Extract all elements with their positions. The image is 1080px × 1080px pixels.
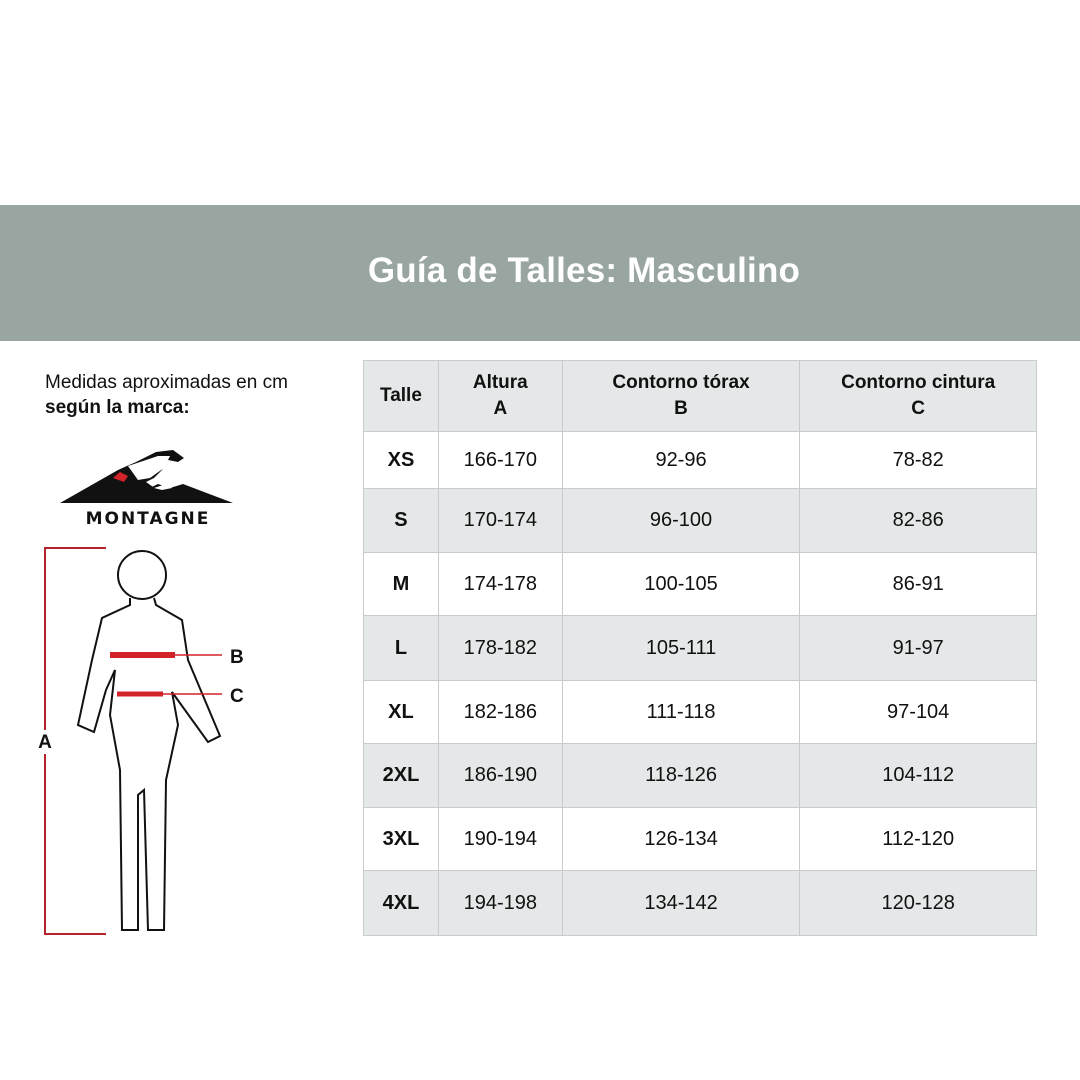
- table-row: XS 166-170 92-96 78-82: [363, 431, 1037, 489]
- cell-waist: 86-91: [799, 552, 1037, 616]
- cell-height: 194-198: [437, 870, 563, 936]
- cell-chest: 92-96: [561, 431, 801, 489]
- table-row: S 170-174 96-100 82-86: [363, 488, 1037, 553]
- cell-chest: 105-111: [561, 615, 801, 681]
- header-torax: Contorno tórax B: [561, 360, 801, 432]
- header-altura: Altura A: [437, 360, 563, 432]
- cell-size: S: [363, 488, 439, 553]
- cell-chest: 118-126: [561, 743, 801, 808]
- cell-waist: 82-86: [799, 488, 1037, 553]
- cell-size: 2XL: [363, 743, 439, 808]
- cell-chest: 134-142: [561, 870, 801, 936]
- cell-height: 178-182: [437, 615, 563, 681]
- intro-line-1: Medidas aproximadas en cm: [45, 372, 288, 393]
- table-row: L 178-182 105-111 91-97: [363, 615, 1037, 681]
- cell-height: 166-170: [437, 431, 563, 489]
- cell-size: 3XL: [363, 807, 439, 871]
- intro-line-2: según la marca:: [45, 397, 190, 418]
- label-a: A: [38, 732, 52, 753]
- cell-waist: 120-128: [799, 870, 1037, 936]
- label-b: B: [230, 647, 244, 668]
- cell-chest: 111-118: [561, 680, 801, 744]
- cell-waist: 91-97: [799, 615, 1037, 681]
- body-measurement-figure: A B C: [34, 547, 244, 935]
- header-cintura: Contorno cintura C: [799, 360, 1037, 432]
- cell-height: 174-178: [437, 552, 563, 616]
- table-row: 3XL 190-194 126-134 112-120: [363, 807, 1037, 871]
- cell-height: 190-194: [437, 807, 563, 871]
- cell-height: 186-190: [437, 743, 563, 808]
- cell-waist: 78-82: [799, 431, 1037, 489]
- table-row: M 174-178 100-105 86-91: [363, 552, 1037, 616]
- cell-chest: 100-105: [561, 552, 801, 616]
- cell-size: 4XL: [363, 870, 439, 936]
- cell-size: XL: [363, 680, 439, 744]
- table-row: 2XL 186-190 118-126 104-112: [363, 743, 1037, 808]
- label-c: C: [230, 686, 244, 707]
- page-title: Guía de Talles: Masculino: [367, 251, 801, 290]
- cell-height: 170-174: [437, 488, 563, 553]
- header-talle: Talle: [363, 360, 439, 432]
- cell-waist: 97-104: [799, 680, 1037, 744]
- cell-chest: 96-100: [561, 488, 801, 553]
- cell-chest: 126-134: [561, 807, 801, 871]
- brand-wordmark: MONTAGNE: [86, 509, 211, 528]
- cell-height: 182-186: [437, 680, 563, 744]
- title-banner: Guía de Talles: Masculino: [0, 205, 1080, 341]
- table-row: XL 182-186 111-118 97-104: [363, 680, 1037, 744]
- table-header-row: Talle Altura A Contorno tórax B Contorno c…: [363, 360, 1037, 432]
- montagne-logo: MONTAGNE: [60, 450, 233, 528]
- cell-waist: 104-112: [799, 743, 1037, 808]
- table-row: 4XL 194-198 134-142 120-128: [363, 870, 1037, 936]
- cell-waist: 112-120: [799, 807, 1037, 871]
- size-table: Talle Altura A Contorno tórax B Contorno c…: [363, 360, 1037, 936]
- cell-size: XS: [363, 431, 439, 489]
- cell-size: M: [363, 552, 439, 616]
- intro-text: Medidas aproximadas en cm según la marca…: [45, 370, 288, 420]
- cell-size: L: [363, 615, 439, 681]
